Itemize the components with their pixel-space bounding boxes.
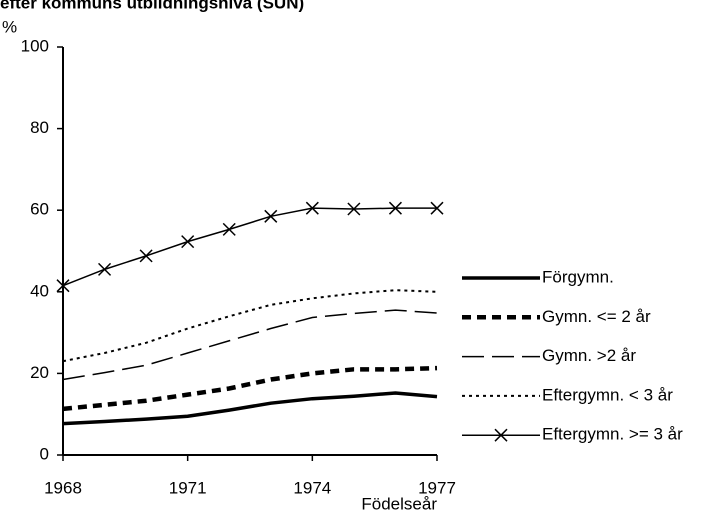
x-tick-label: 1977 — [418, 478, 456, 497]
series-line — [62, 309, 438, 381]
marker — [222, 222, 236, 236]
x-tick-label: 1974 — [293, 478, 331, 497]
y-tick-label: 100 — [21, 36, 49, 55]
legend-marker — [494, 428, 508, 442]
series-line — [62, 391, 438, 426]
legend-label: Eftergymn. < 3 år — [542, 385, 673, 404]
x-tick-label: 1968 — [44, 478, 82, 497]
legend-label: Gymn. >2 år — [542, 346, 636, 365]
x-axis-label: Födelseår — [361, 494, 437, 513]
marker — [388, 201, 402, 215]
chart-title: efter kommuns utbildningsnivå (SUN) — [0, 0, 304, 12]
marker — [264, 209, 278, 223]
series-line — [62, 289, 438, 363]
marker — [430, 201, 444, 215]
marker — [139, 249, 153, 263]
legend-label: Gymn. <= 2 år — [542, 307, 651, 326]
y-tick-label: 40 — [30, 281, 49, 300]
legend-label: Eftergymn. >= 3 år — [542, 425, 683, 444]
y-tick-label: 60 — [30, 200, 49, 219]
marker — [56, 279, 70, 293]
x-tick-label: 1971 — [169, 478, 207, 497]
marker — [305, 201, 319, 215]
y-tick-label: 80 — [30, 118, 49, 137]
y-axis-label: % — [2, 17, 17, 36]
y-tick-label: 0 — [40, 444, 49, 463]
y-tick-label: 20 — [30, 363, 49, 382]
marker — [347, 202, 361, 216]
marker — [181, 235, 195, 249]
series-line — [62, 207, 437, 287]
legend-label: Förgymn. — [542, 267, 614, 286]
series-line — [62, 365, 438, 412]
marker — [98, 262, 112, 276]
